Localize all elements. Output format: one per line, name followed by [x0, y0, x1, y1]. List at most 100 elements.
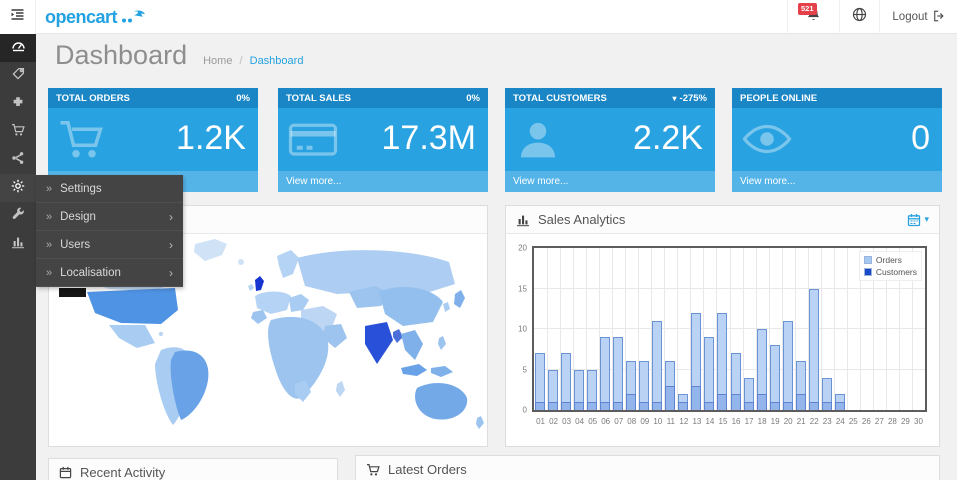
- x-axis-label: 07: [614, 417, 624, 426]
- caret-down-icon: ▾: [924, 214, 929, 224]
- chevron-right-icon: ›: [169, 237, 173, 252]
- chart-bar-customers: [639, 401, 650, 410]
- x-axis-label: 21: [796, 417, 806, 426]
- breadcrumb-current-link[interactable]: Dashboard: [249, 55, 304, 67]
- eye-icon: [742, 117, 792, 166]
- x-axis-label: 09: [640, 417, 650, 426]
- sidebar-item-marketing[interactable]: [0, 146, 36, 174]
- chart-bar-customers: [821, 401, 832, 410]
- page-title: Dashboard: [55, 40, 188, 70]
- chart-bar-orders: [769, 345, 780, 410]
- brand-logo[interactable]: opencart: [45, 0, 146, 34]
- gridline-vertical: [703, 248, 705, 410]
- y-axis-label: 15: [518, 284, 527, 293]
- sidebar-item-dashboard[interactable]: [0, 34, 36, 62]
- gridline-horizontal: [534, 287, 925, 289]
- gridline-vertical: [690, 248, 692, 410]
- tile-view-more-link[interactable]: View more...: [505, 171, 715, 192]
- notifications-button[interactable]: 521: [787, 0, 839, 34]
- tag-icon: [11, 67, 25, 86]
- chevron-right-icon: ›: [169, 209, 173, 224]
- tile-body: 2.2K: [505, 108, 715, 171]
- gridline-vertical: [560, 248, 562, 410]
- sidebar-item-tools[interactable]: [0, 202, 36, 230]
- menu-toggle-button[interactable]: [0, 0, 36, 34]
- calendar-icon: [59, 466, 72, 479]
- tile-view-more-link[interactable]: View more...: [278, 171, 488, 192]
- chart-bar-orders: [561, 353, 572, 410]
- tile-percent: 0%: [466, 92, 480, 104]
- gridline-vertical: [742, 248, 744, 410]
- x-axis-label: 25: [848, 417, 858, 426]
- submenu-item-settings[interactable]: » Settings: [36, 175, 183, 203]
- angle-double-right-icon: »: [46, 182, 53, 195]
- sales-panel-header: Sales Analytics ▾: [506, 206, 939, 234]
- submenu-item-users[interactable]: » Users ›: [36, 231, 183, 259]
- x-axis-label: 02: [549, 417, 558, 426]
- x-axis-label: 10: [653, 417, 663, 426]
- x-axis-label: 22: [809, 417, 819, 426]
- x-axis-label: 24: [835, 417, 845, 426]
- wrench-icon: [11, 207, 25, 226]
- chart-bar-customers: [574, 401, 585, 410]
- tile-title: PEOPLE ONLINE: [740, 92, 818, 104]
- tile-header: PEOPLE ONLINE: [732, 88, 942, 108]
- sidebar-item-extensions[interactable]: [0, 90, 36, 118]
- logout-button[interactable]: Logout: [879, 0, 957, 34]
- tile-body: 1.2K: [48, 108, 258, 171]
- legend-row-orders: Orders: [863, 254, 917, 266]
- chart-bar-orders: [717, 312, 728, 410]
- chart-bar-orders: [808, 288, 819, 410]
- sidebar-item-reports[interactable]: [0, 230, 36, 258]
- submenu-item-design[interactable]: » Design ›: [36, 203, 183, 231]
- legend-label-customers: Customers: [875, 267, 917, 277]
- legend-row-customers: Customers: [863, 266, 917, 278]
- tile-value: 17.3M: [381, 119, 477, 157]
- x-axis-label: 27: [874, 417, 884, 426]
- angle-double-right-icon: »: [46, 238, 53, 251]
- tile-title: TOTAL SALES: [286, 92, 351, 104]
- breadcrumb-home-link[interactable]: Home: [203, 55, 233, 67]
- chart-bar-customers: [652, 401, 663, 410]
- sidebar-item-catalog[interactable]: [0, 62, 36, 90]
- angle-double-right-icon: »: [46, 266, 53, 279]
- sidebar-item-sales[interactable]: [0, 118, 36, 146]
- cart-icon: [11, 123, 25, 142]
- chart-bar-customers: [743, 401, 754, 410]
- topbar-actions: 521 Logout: [787, 0, 957, 34]
- sidebar-item-system[interactable]: [0, 174, 36, 202]
- tile-body: 17.3M: [278, 108, 488, 171]
- share-icon: [11, 151, 25, 170]
- y-axis-label: 0: [522, 405, 527, 415]
- calendar-icon: [908, 213, 921, 226]
- x-axis-label: 13: [692, 417, 702, 426]
- gridline-vertical: [547, 248, 549, 410]
- store-front-button[interactable]: [839, 0, 879, 34]
- gridline-horizontal: [534, 328, 925, 329]
- tile-people-online: PEOPLE ONLINE 0 View more...: [732, 88, 942, 192]
- submenu-label: Users: [60, 238, 91, 251]
- chart-bar-orders: [743, 377, 754, 410]
- chart-bar-customers: [769, 401, 780, 410]
- x-axis-label: 30: [914, 417, 923, 426]
- date-range-button[interactable]: ▾: [907, 213, 929, 227]
- logout-label: Logout: [892, 11, 928, 23]
- gridline-vertical: [820, 248, 822, 410]
- gridline-vertical: [833, 248, 835, 410]
- gridline-vertical: [846, 248, 848, 410]
- breadcrumb-separator: /: [239, 55, 243, 67]
- chart-bar-customers: [613, 401, 624, 410]
- tile-view-more-link[interactable]: View more...: [732, 171, 942, 192]
- tile-value: 2.2K: [633, 119, 703, 157]
- gridline-vertical: [768, 248, 770, 410]
- gridline-vertical: [664, 248, 666, 410]
- submenu-item-localisation[interactable]: » Localisation ›: [36, 259, 183, 287]
- top-bar: opencart 521: [0, 0, 957, 34]
- submenu-label: Settings: [60, 182, 102, 195]
- tile-header: TOTAL ORDERS 0%: [48, 88, 258, 108]
- chart-bar-customers: [730, 393, 741, 410]
- submenu-label: Localisation: [60, 266, 121, 279]
- y-axis-label: 20: [518, 243, 527, 253]
- chart-bar-customers: [717, 393, 728, 410]
- chart-bar-orders: [704, 337, 715, 410]
